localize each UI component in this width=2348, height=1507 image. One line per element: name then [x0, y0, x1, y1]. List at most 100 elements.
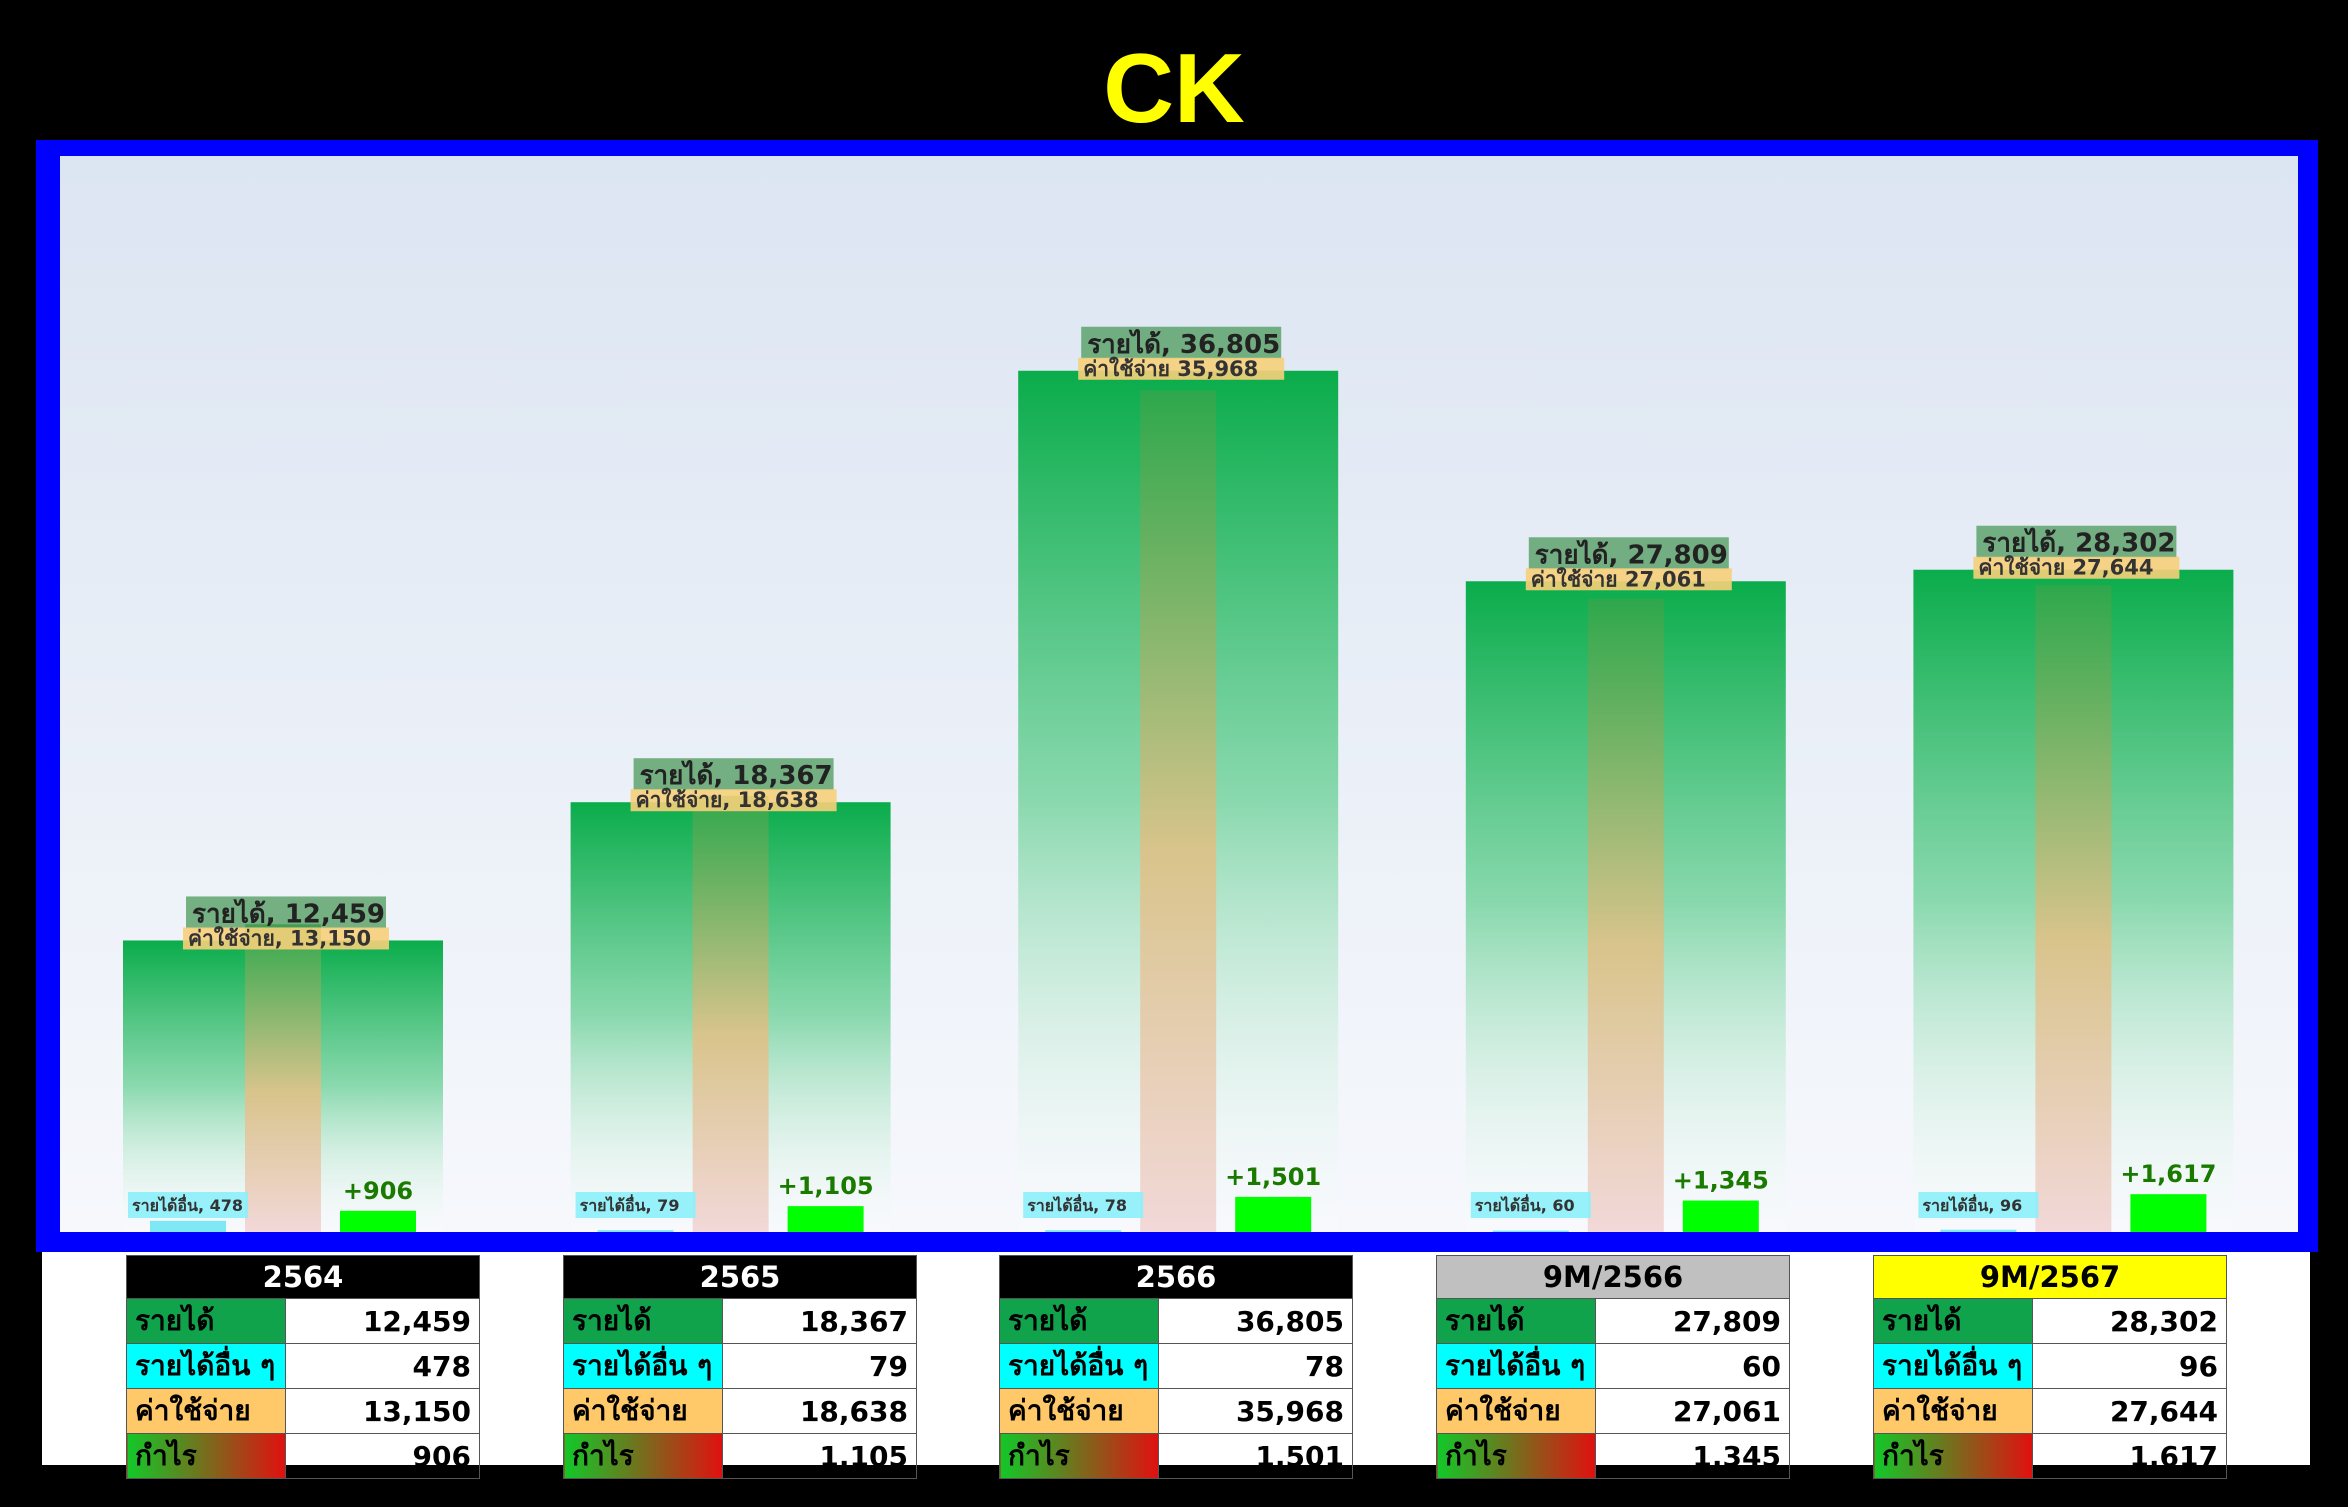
row-value-other-income: 60	[1595, 1343, 1790, 1389]
row-label-other-income: รายได้อื่น ๆ	[1436, 1343, 1596, 1389]
chart-title: CK	[1103, 33, 1245, 143]
row-label-profit: กำไร	[1436, 1433, 1596, 1479]
revenue-label-bg	[186, 896, 386, 929]
row-label-other-income: รายได้อื่น ๆ	[999, 1343, 1159, 1389]
row-value-revenue: 18,367	[722, 1298, 917, 1344]
expense-label-bg	[183, 927, 389, 950]
profit-bar	[2130, 1194, 2207, 1232]
expense-bar	[1140, 390, 1217, 1232]
row-value-profit: 1,345	[1595, 1433, 1790, 1479]
row-value-profit: 1,617	[2032, 1433, 2227, 1479]
summary-table-2565: 2565 รายได้ 18,367 รายได้อื่น ๆ 79 ค่าใช้จ…	[563, 1255, 917, 1479]
row-label-profit: กำไร	[563, 1433, 723, 1479]
expense-label-bg	[1078, 357, 1285, 380]
other-income-data-label: รายได้อื่น, 96	[1922, 1194, 2022, 1215]
other-income-label-bg	[1023, 1192, 1144, 1218]
other-income-bar	[150, 1220, 226, 1232]
profit-data-label: +906	[343, 1177, 413, 1205]
other-income-bar	[1940, 1229, 2017, 1232]
expense-data-label: ค่าใช้จ่าย, 13,150	[188, 925, 371, 950]
summary-table-2564: 2564 รายได้ 12,459 รายได้อื่น ๆ 478 ค่าใช้…	[126, 1255, 480, 1479]
profit-data-label: +1,501	[1225, 1163, 1321, 1191]
other-income-bar	[1045, 1230, 1122, 1232]
row-value-other-income: 96	[2032, 1343, 2227, 1389]
expense-data-label: ค่าใช้จ่าย 27,644	[1978, 555, 2153, 580]
table-header: 9M/2567	[1873, 1255, 2227, 1299]
expense-data-label: ค่าใช้จ่าย 35,968	[1083, 356, 1258, 381]
table-header: 2566	[999, 1255, 1353, 1299]
row-value-other-income: 78	[1158, 1343, 1353, 1389]
other-income-data-label: รายได้อื่น, 78	[1027, 1194, 1127, 1215]
profit-data-label: +1,617	[2120, 1160, 2216, 1188]
other-income-bar	[597, 1230, 674, 1232]
revenue-label-bg	[1081, 326, 1282, 359]
expense-label-bg	[630, 789, 837, 812]
row-value-other-income: 478	[285, 1343, 480, 1389]
row-label-expense: ค่าใช้จ่าย	[126, 1388, 286, 1434]
other-income-bar	[1492, 1230, 1569, 1232]
row-value-profit: 1,501	[1158, 1433, 1353, 1479]
other-income-label-bg	[575, 1192, 696, 1218]
row-value-expense: 35,968	[1158, 1388, 1353, 1434]
revenue-data-label: รายได้, 27,809	[1535, 538, 1728, 570]
revenue-label-bg	[1528, 537, 1729, 570]
row-label-other-income: รายได้อื่น ๆ	[1873, 1343, 2033, 1389]
other-income-label-bg	[1470, 1192, 1591, 1218]
summary-table-9m-2567: 9M/2567 รายได้ 28,302 รายได้อื่น ๆ 96 ค่าใ…	[1873, 1255, 2227, 1479]
profit-bar	[340, 1210, 416, 1232]
expense-data-label: ค่าใช้จ่าย, 18,638	[636, 787, 819, 812]
row-value-expense: 13,150	[285, 1388, 480, 1434]
table-header: 2564	[126, 1255, 480, 1299]
row-value-expense: 27,061	[1595, 1388, 1790, 1434]
other-income-data-label: รายได้อื่น, 478	[132, 1194, 243, 1215]
row-label-expense: ค่าใช้จ่าย	[1436, 1388, 1596, 1434]
row-value-expense: 18,638	[722, 1388, 917, 1434]
profit-bar	[1682, 1200, 1759, 1232]
row-value-profit: 1,105	[722, 1433, 917, 1479]
row-value-revenue: 27,809	[1595, 1298, 1790, 1344]
expense-bar	[1587, 598, 1664, 1232]
row-label-expense: ค่าใช้จ่าย	[1873, 1388, 2033, 1434]
summary-table-2566: 2566 รายได้ 36,805 รายได้อื่น ๆ 78 ค่าใช้จ…	[999, 1255, 1353, 1479]
expense-label-bg	[1525, 568, 1732, 591]
row-label-profit: กำไร	[126, 1433, 286, 1479]
row-value-profit: 906	[285, 1433, 480, 1479]
profit-data-label: +1,105	[778, 1172, 874, 1200]
profit-data-label: +1,345	[1673, 1167, 1769, 1195]
row-label-other-income: รายได้อื่น ๆ	[126, 1343, 286, 1389]
row-label-expense: ค่าใช้จ่าย	[563, 1388, 723, 1434]
revenue-data-label: รายได้, 12,459	[192, 897, 385, 929]
row-value-revenue: 36,805	[1158, 1298, 1353, 1344]
row-value-other-income: 79	[722, 1343, 917, 1389]
table-header: 9M/2566	[1436, 1255, 1790, 1299]
row-label-other-income: รายได้อื่น ๆ	[563, 1343, 723, 1389]
expense-bar	[2035, 585, 2112, 1232]
row-label-revenue: รายได้	[126, 1298, 286, 1344]
profit-bar	[1235, 1196, 1312, 1232]
row-label-profit: กำไร	[999, 1433, 1159, 1479]
row-value-revenue: 28,302	[2032, 1298, 2227, 1344]
row-label-expense: ค่าใช้จ่าย	[999, 1388, 1159, 1434]
row-value-expense: 27,644	[2032, 1388, 2227, 1434]
revenue-data-label: รายได้, 28,302	[1982, 527, 2175, 559]
other-income-data-label: รายได้อื่น, 79	[580, 1194, 680, 1215]
profit-bar	[787, 1206, 864, 1232]
expense-label-bg	[1973, 556, 2180, 579]
other-income-label-bg	[128, 1192, 248, 1218]
revenue-label-bg	[1976, 525, 2177, 558]
other-income-label-bg	[1918, 1192, 2039, 1218]
expense-bar	[245, 924, 321, 1232]
table-header: 2565	[563, 1255, 917, 1299]
revenue-data-label: รายได้, 36,805	[1087, 328, 1280, 360]
row-label-profit: กำไร	[1873, 1433, 2033, 1479]
row-label-revenue: รายได้	[563, 1298, 723, 1344]
row-label-revenue: รายได้	[1873, 1298, 2033, 1344]
expense-data-label: ค่าใช้จ่าย 27,061	[1531, 566, 1706, 591]
row-label-revenue: รายได้	[999, 1298, 1159, 1344]
expense-bar	[692, 795, 769, 1232]
row-label-revenue: รายได้	[1436, 1298, 1596, 1344]
summary-table-9m-2566: 9M/2566 รายได้ 27,809 รายได้อื่น ๆ 60 ค่าใ…	[1436, 1255, 1790, 1479]
revenue-data-label: รายได้, 18,367	[640, 759, 833, 791]
row-value-revenue: 12,459	[285, 1298, 480, 1344]
